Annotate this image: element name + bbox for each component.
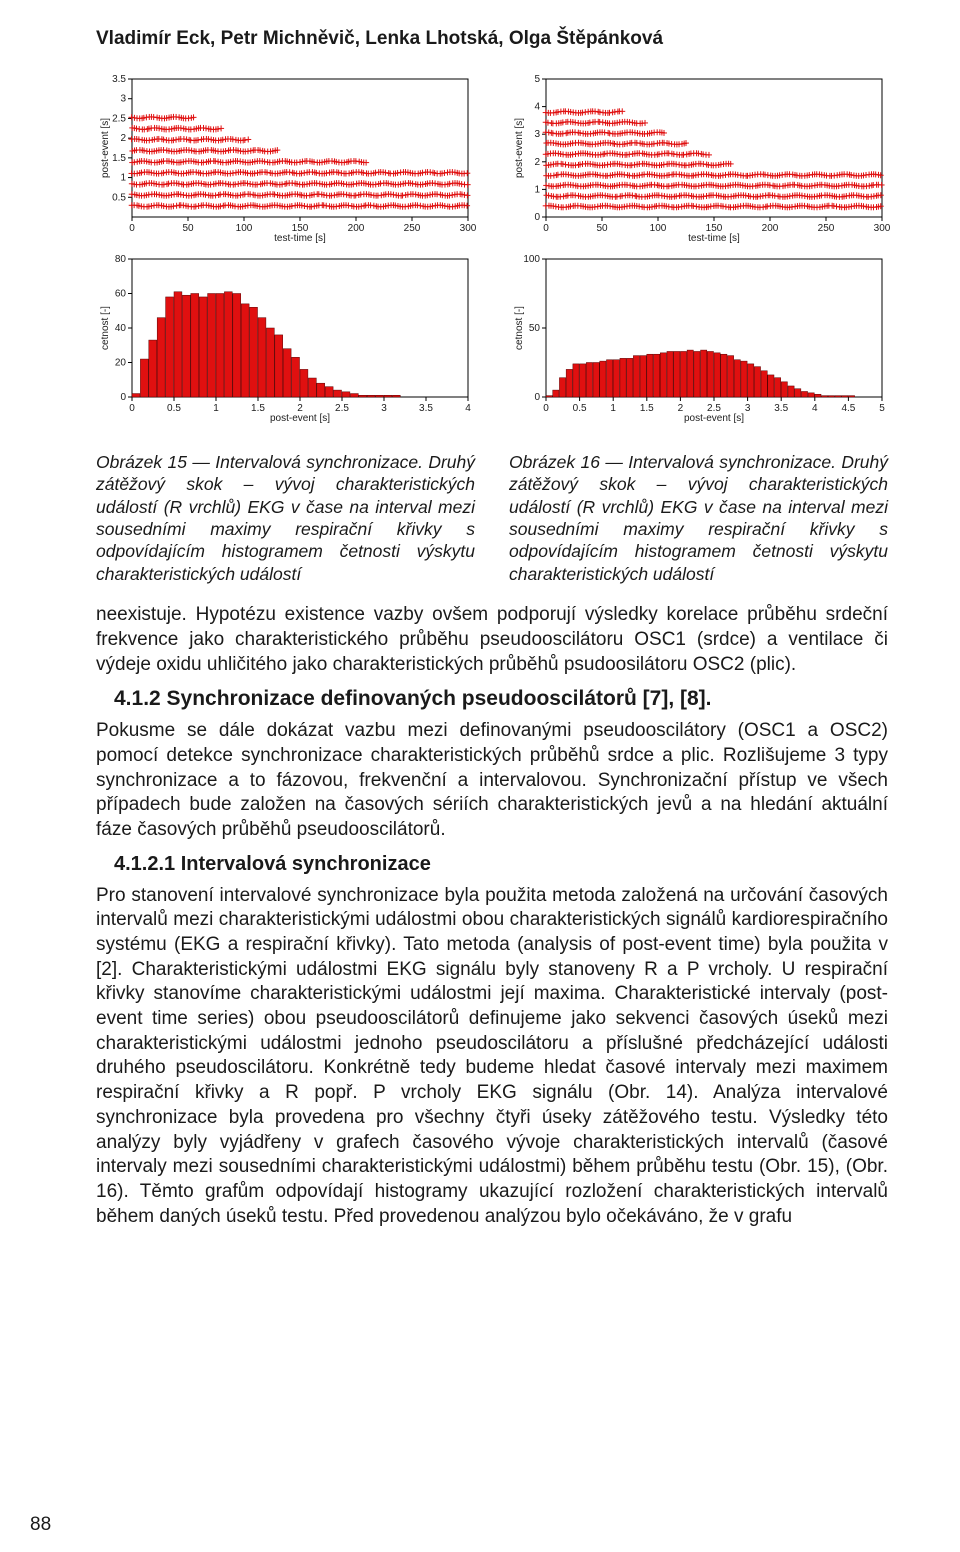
svg-text:0: 0 (543, 403, 549, 414)
running-head: Vladimír Eck, Petr Michněvič, Lenka Lhot… (96, 28, 888, 51)
hist-right-chart: 00.511.522.533.544.55050100post-event [s… (510, 253, 890, 423)
svg-text:3.5: 3.5 (112, 74, 126, 85)
page-number: 88 (30, 1514, 51, 1536)
svg-text:3: 3 (745, 403, 751, 414)
svg-text:3.5: 3.5 (774, 403, 788, 414)
svg-text:0: 0 (120, 392, 126, 403)
svg-text:post-event [s]: post-event [s] (100, 118, 111, 178)
caption-fig16: Obrázek 16 — Intervalová synchronizace. … (509, 451, 888, 585)
svg-text:1.5: 1.5 (640, 403, 654, 414)
svg-text:0.5: 0.5 (573, 403, 587, 414)
svg-text:200: 200 (348, 223, 365, 234)
svg-text:250: 250 (404, 223, 421, 234)
svg-text:test-time [s]: test-time [s] (274, 233, 326, 243)
svg-text:50: 50 (596, 223, 608, 234)
svg-text:50: 50 (182, 223, 194, 234)
hist-right-panel: 00.511.522.533.544.55050100post-event [s… (510, 253, 890, 423)
svg-text:2: 2 (534, 157, 540, 168)
svg-text:80: 80 (115, 254, 127, 265)
svg-text:4: 4 (465, 403, 471, 414)
svg-text:200: 200 (762, 223, 779, 234)
svg-text:1.5: 1.5 (251, 403, 265, 414)
body-paragraph-1: neexistuje. Hypotézu existence vazby ovš… (96, 603, 888, 677)
caption-fig15: Obrázek 15 — Intervalová synchronizace. … (96, 451, 475, 585)
svg-text:0: 0 (534, 212, 540, 223)
svg-text:5: 5 (534, 74, 540, 85)
svg-text:1: 1 (213, 403, 219, 414)
svg-text:300: 300 (874, 223, 890, 234)
svg-text:post-event [s]: post-event [s] (270, 413, 330, 423)
svg-text:40: 40 (115, 323, 127, 334)
svg-text:2.5: 2.5 (335, 403, 349, 414)
scatter-left-chart: 0501001502002503000.511.522.533.5test-ti… (96, 73, 476, 243)
svg-text:0.5: 0.5 (112, 192, 126, 203)
svg-text:1.5: 1.5 (112, 153, 126, 164)
svg-text:5: 5 (879, 403, 885, 414)
svg-text:300: 300 (460, 223, 476, 234)
svg-text:3: 3 (534, 129, 540, 140)
figure-captions: Obrázek 15 — Intervalová synchronizace. … (96, 451, 888, 585)
svg-text:0: 0 (129, 403, 135, 414)
svg-text:4: 4 (812, 403, 818, 414)
svg-text:cetnost [-]: cetnost [-] (514, 306, 525, 350)
svg-text:1: 1 (120, 172, 126, 183)
scatter-right-chart: 050100150200250300012345test-time [s]pos… (510, 73, 890, 243)
svg-text:3.5: 3.5 (419, 403, 433, 414)
heading-4-1-2: 4.1.2 Synchronizace definovaných pseudoo… (114, 687, 888, 711)
svg-text:100: 100 (523, 254, 540, 265)
heading-4-1-2-1: 4.1.2.1 Intervalová synchronizace (114, 853, 888, 876)
scatter-right-panel: 050100150200250300012345test-time [s]pos… (510, 73, 890, 243)
scatter-left-panel: 0501001502002503000.511.522.533.5test-ti… (96, 73, 476, 243)
svg-text:test-time [s]: test-time [s] (688, 233, 740, 243)
svg-text:3: 3 (120, 94, 126, 105)
hist-left-panel: 00.511.522.533.54020406080post-event [s]… (96, 253, 476, 423)
svg-text:100: 100 (236, 223, 253, 234)
svg-text:20: 20 (115, 357, 127, 368)
svg-text:2: 2 (120, 133, 126, 144)
svg-text:cetnost [-]: cetnost [-] (100, 306, 111, 350)
svg-text:250: 250 (818, 223, 835, 234)
svg-text:0: 0 (534, 392, 540, 403)
svg-text:post-event [s]: post-event [s] (514, 118, 525, 178)
svg-text:0.5: 0.5 (167, 403, 181, 414)
svg-text:4.5: 4.5 (841, 403, 855, 414)
body-paragraph-3: Pro stanovení intervalové synchronizace … (96, 884, 888, 1230)
svg-text:1: 1 (610, 403, 616, 414)
svg-text:1: 1 (534, 184, 540, 195)
svg-text:3: 3 (381, 403, 387, 414)
body-paragraph-2: Pokusme se dále dokázat vazbu mezi defin… (96, 719, 888, 842)
svg-text:post-event [s]: post-event [s] (684, 413, 744, 423)
svg-text:2: 2 (678, 403, 684, 414)
svg-text:2.5: 2.5 (112, 113, 126, 124)
svg-text:0: 0 (129, 223, 135, 234)
svg-text:100: 100 (650, 223, 667, 234)
svg-text:60: 60 (115, 288, 127, 299)
svg-text:4: 4 (534, 101, 540, 112)
svg-text:0: 0 (543, 223, 549, 234)
hist-left-chart: 00.511.522.533.54020406080post-event [s]… (96, 253, 476, 423)
figure-grid: 0501001502002503000.511.522.533.5test-ti… (96, 73, 888, 423)
svg-text:50: 50 (529, 323, 541, 334)
